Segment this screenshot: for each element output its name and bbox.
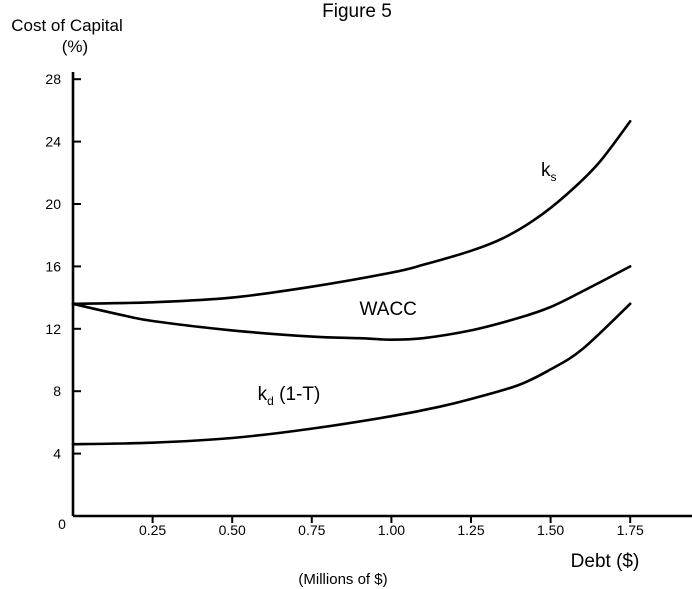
chart-title: Figure 5 <box>322 1 392 22</box>
x-tick-label: 0.75 <box>298 522 325 538</box>
y-axis-label-line1: Cost of Capital <box>11 16 123 35</box>
series-label-ks: ks <box>541 160 557 184</box>
y-axis-label-line2: (%) <box>62 37 88 56</box>
series-line-kd-1-t <box>71 302 632 446</box>
tick-marks: 0.25 0.50 0.75 1.00 1.25 1.50 1.75 4 8 12 16 20 24 28 <box>45 71 644 538</box>
x-axis-label: Debt ($) <box>571 551 640 572</box>
x-tick-label: 1.75 <box>617 522 644 538</box>
series-label-wacc: WACC <box>360 299 417 320</box>
x-tick-label: 0.25 <box>139 522 166 538</box>
series-line-ks <box>71 120 632 306</box>
series-labels: ks WACC kd (1-T) <box>258 160 557 408</box>
y-tick-label: 12 <box>45 321 61 337</box>
y-tick-label: 24 <box>45 134 61 150</box>
axes <box>71 72 692 518</box>
x-axis-units-note: (Millions of $) <box>298 571 387 588</box>
x-tick-label: 1.00 <box>378 522 405 538</box>
x-tick-label: 1.25 <box>457 522 484 538</box>
y-tick-label: 4 <box>53 446 61 462</box>
y-tick-label: 20 <box>45 196 61 212</box>
x-tick-label: 0.50 <box>219 522 246 538</box>
series-line-wacc <box>71 265 632 341</box>
curves <box>71 120 632 446</box>
y-tick-label: 8 <box>53 383 61 399</box>
origin-label: 0 <box>58 516 66 532</box>
y-tick-label: 16 <box>45 258 61 274</box>
series-label-kd-1-t: kd (1-T) <box>258 384 321 408</box>
y-tick-label: 28 <box>45 71 61 87</box>
x-tick-label: 1.50 <box>537 522 564 538</box>
